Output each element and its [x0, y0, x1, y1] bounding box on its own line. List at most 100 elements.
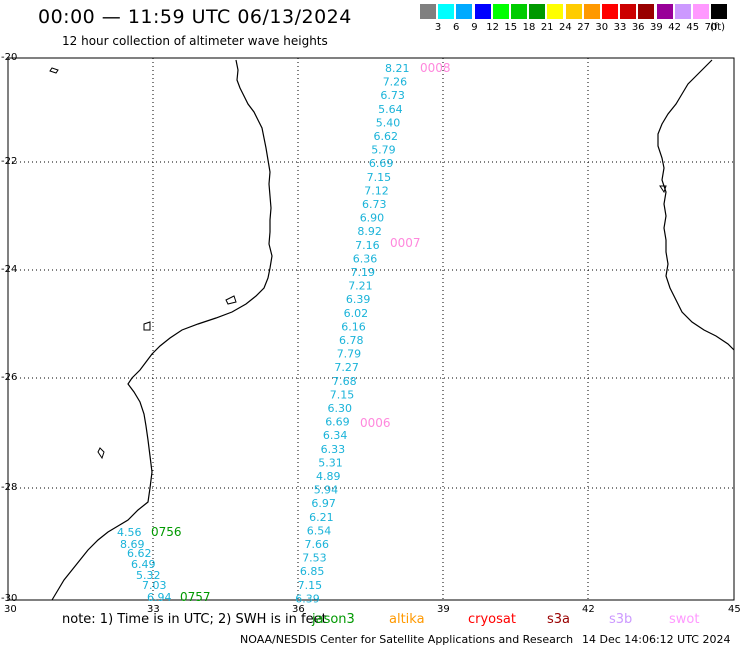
wave-height-label: 6.90: [360, 212, 385, 225]
legend-label: 24: [559, 22, 572, 33]
wave-height-label: 8.92: [357, 225, 382, 238]
wave-height-label: 5.79: [371, 144, 396, 157]
legend-swatch: [711, 4, 728, 19]
x-tick-label: 45: [728, 604, 740, 615]
wave-height-label: 6.73: [380, 89, 405, 102]
legend-label: 30: [595, 22, 609, 33]
legend-label: 18: [522, 22, 536, 33]
coastline-island: [97, 447, 105, 460]
wave-height-label: 5.31: [318, 456, 343, 469]
x-tick-label: 42: [582, 604, 595, 615]
legend-label: 39: [650, 22, 663, 33]
wave-height-label: 7.16: [355, 239, 380, 252]
wave-height-label: 4.89: [316, 470, 341, 483]
legend-swatch: [438, 4, 455, 19]
y-tick-label: -28: [1, 482, 17, 493]
legend-unit: (ft): [710, 22, 726, 33]
wave-height-label: 6.78: [339, 334, 364, 347]
map-frame: [7, 57, 735, 601]
legend-swatch: [492, 4, 509, 19]
wave-height-label: 7.21: [348, 280, 373, 293]
wave-height-label: 5.40: [376, 116, 401, 129]
wave-height-label: 6.39: [346, 293, 371, 306]
wave-height-label: 7.12: [364, 184, 389, 197]
coastline-island: [225, 295, 237, 305]
x-tick-label: 39: [437, 604, 450, 615]
coastline-west: [51, 59, 273, 601]
y-tick-label: -30: [1, 593, 17, 604]
x-tick-label: 30: [4, 604, 17, 615]
y-tick-label: -26: [1, 372, 17, 383]
wave-height-label: 6.62: [127, 547, 152, 560]
y-tick-label: -22: [1, 156, 17, 167]
legend-swatch: [674, 4, 691, 19]
legend-swatch: [565, 4, 582, 19]
wave-height-label: 7.27: [334, 361, 359, 374]
legend-swatch: [583, 4, 600, 19]
y-tick-label: -20: [1, 52, 17, 63]
legend-label: 42: [668, 22, 681, 33]
pass-time-label: 0756: [151, 525, 182, 539]
pass-time-label: 0006: [360, 416, 391, 430]
legend-label: 36: [631, 22, 645, 33]
legend-swatch: [474, 4, 491, 19]
wave-height-label: 6.39: [295, 592, 320, 605]
legend-swatch: [511, 4, 527, 19]
grid-lines: [8, 58, 734, 600]
wave-height-label: 6.85: [300, 565, 325, 578]
coastline-island: [49, 67, 59, 74]
legend-swatch: [420, 4, 436, 19]
y-tick-label: -24: [1, 264, 17, 275]
legend-label: 27: [577, 22, 590, 33]
wave-height-label: 5.64: [378, 103, 403, 116]
legend-label: 6: [453, 22, 460, 33]
wave-height-label: 7.03: [142, 579, 167, 592]
legend-swatch: [638, 4, 655, 19]
wave-height-label: 6.94: [147, 591, 172, 604]
legend-swatch: [656, 4, 673, 19]
wave-height-label: 6.97: [311, 497, 336, 510]
wave-height-label: 6.69: [369, 157, 394, 170]
wave-height-label: 6.73: [362, 198, 387, 211]
wave-height-label: 7.68: [332, 375, 357, 388]
mission-label: jason3: [312, 612, 355, 627]
wave-height-label: 6.49: [131, 558, 156, 571]
coastline-east: [657, 59, 735, 351]
wave-height-label: 8.69: [120, 538, 145, 551]
page-subtitle: 12 hour collection of altimeter wave hei…: [62, 34, 328, 48]
legend-swatch: [693, 4, 709, 19]
wave-height-label: 5.94: [314, 484, 339, 497]
legend-swatch: [529, 4, 546, 19]
legend-label: 33: [613, 22, 627, 33]
credit-timestamp: 14 Dec 14:06:12 UTC 2024: [582, 633, 731, 646]
wave-height-label: 7.19: [351, 266, 376, 279]
wave-height-label: 6.30: [328, 402, 353, 415]
legend-label: 9: [471, 22, 478, 33]
wave-height-track: 8.217.266.735.645.406.625.796.697.157.12…: [117, 61, 451, 605]
wave-height-label: 7.15: [367, 171, 392, 184]
mission-label: s3b: [609, 612, 633, 627]
wave-height-label: 7.26: [383, 76, 408, 89]
coastline-island: [659, 185, 667, 194]
legend-label: 70: [704, 22, 718, 33]
wave-height-label: 5.32: [136, 569, 161, 582]
footer-note: note: 1) Time is in UTC; 2) SWH is in fe…: [62, 612, 327, 627]
mission-label: swot: [669, 612, 700, 627]
x-tick-label: 36: [292, 604, 305, 615]
legend-label: 15: [504, 22, 518, 33]
wave-height-label: 8.21: [385, 62, 410, 75]
coastline-island: [143, 321, 151, 331]
mission-label: altika: [389, 612, 425, 627]
legend-label: 45: [686, 22, 700, 33]
wave-height-label: 7.79: [337, 348, 362, 361]
wave-height-label: 6.34: [323, 429, 348, 442]
wave-height-label: 6.69: [325, 416, 350, 429]
x-tick-label: 33: [147, 604, 160, 615]
wave-height-label: 7.53: [302, 552, 327, 565]
wave-height-label: 6.21: [309, 511, 334, 524]
wave-height-label: 4.56: [117, 526, 142, 539]
wave-height-label: 6.36: [353, 252, 378, 265]
wave-height-label: 7.66: [305, 538, 330, 551]
wave-height-label: 7.15: [298, 579, 323, 592]
